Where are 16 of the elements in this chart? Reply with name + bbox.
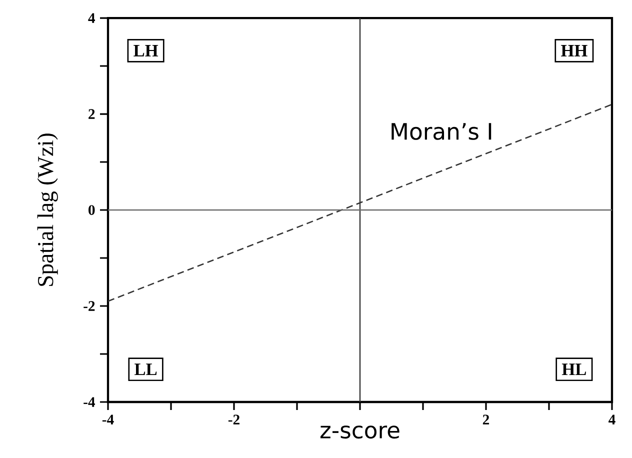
y-tick-label: -2: [84, 301, 95, 311]
annotation: LH: [134, 44, 158, 56]
x-tick-label: 2: [482, 414, 490, 424]
series-label: Moran’s I: [392, 123, 492, 140]
annotation: HL: [562, 364, 586, 376]
annotation: LL: [134, 364, 157, 376]
y-tick-label: -4: [84, 397, 96, 407]
x-tick-label: 4: [608, 414, 616, 424]
y-tick-label: 0: [88, 205, 95, 215]
x-tick-label: -2: [228, 414, 240, 424]
y-tick-label: 4: [88, 13, 96, 23]
x-tick-label: -4: [102, 414, 114, 424]
y-axis-title: Spatial lag (Wzi): [37, 134, 58, 286]
x-axis-title: z-score: [320, 426, 400, 439]
annotation: HH: [561, 44, 588, 56]
y-tick-label: 2: [88, 109, 95, 119]
